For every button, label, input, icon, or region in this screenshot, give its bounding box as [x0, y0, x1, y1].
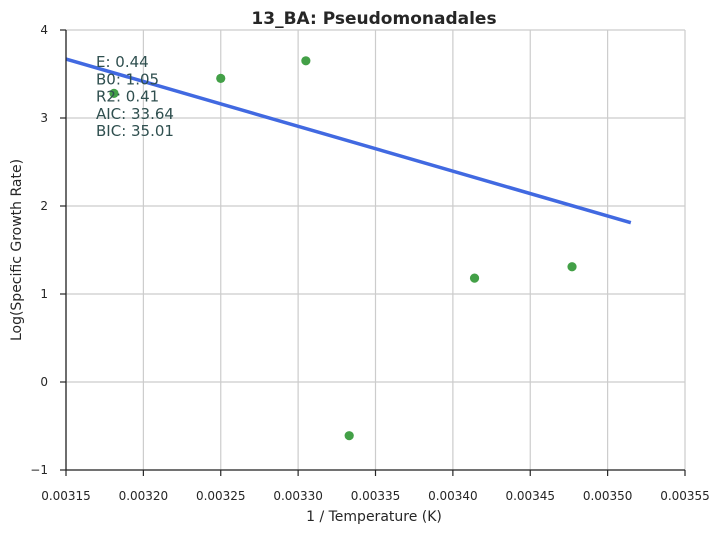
- y-tick-label: −1: [30, 463, 48, 477]
- x-tick-label: 0.00350: [583, 489, 633, 503]
- x-axis-label: 1 / Temperature (K): [306, 509, 442, 525]
- data-point: [567, 262, 577, 272]
- data-point: [469, 273, 480, 283]
- data-point: [301, 56, 311, 66]
- y-tick-label: 3: [40, 111, 48, 125]
- y-tick-label: 1: [40, 287, 48, 301]
- fit-line: [65, 57, 632, 225]
- chart-title: 13_BA: Pseudomonadales: [251, 9, 496, 29]
- data-point: [109, 88, 119, 98]
- x-tick-label: 0.00320: [119, 489, 169, 503]
- y-tick-label: 4: [40, 23, 48, 37]
- fit-stat-text: R2: 0.41: [96, 88, 159, 106]
- fit-stat-text: BIC: 35.01: [96, 122, 174, 140]
- x-tick-label: 0.00335: [351, 489, 401, 503]
- fit-stat-text: E: 0.44: [96, 53, 149, 71]
- grid: [65, 29, 686, 471]
- x-tick-label: 0.00315: [41, 489, 91, 503]
- series: [65, 56, 632, 441]
- x-tick-label: 0.00330: [273, 489, 323, 503]
- fit-stat-text: B0: 1.05: [96, 70, 159, 88]
- y-axis-label: Log(Specific Growth Rate): [9, 159, 25, 341]
- x-tick-label: 0.00340: [428, 489, 478, 503]
- x-tick-label: 0.00325: [196, 489, 246, 503]
- fit-stat-text: AIC: 33.64: [96, 105, 174, 123]
- x-tick-label: 0.00345: [505, 489, 555, 503]
- x-tick-label: 0.00355: [660, 489, 710, 503]
- data-point: [216, 73, 226, 83]
- data-point: [344, 431, 354, 441]
- ticks: 0.00315 0.00320 0.00325 0.00330 0.00335 0.003…: [30, 23, 710, 503]
- y-tick-label: 2: [40, 199, 48, 213]
- y-tick-label: 0: [40, 375, 48, 389]
